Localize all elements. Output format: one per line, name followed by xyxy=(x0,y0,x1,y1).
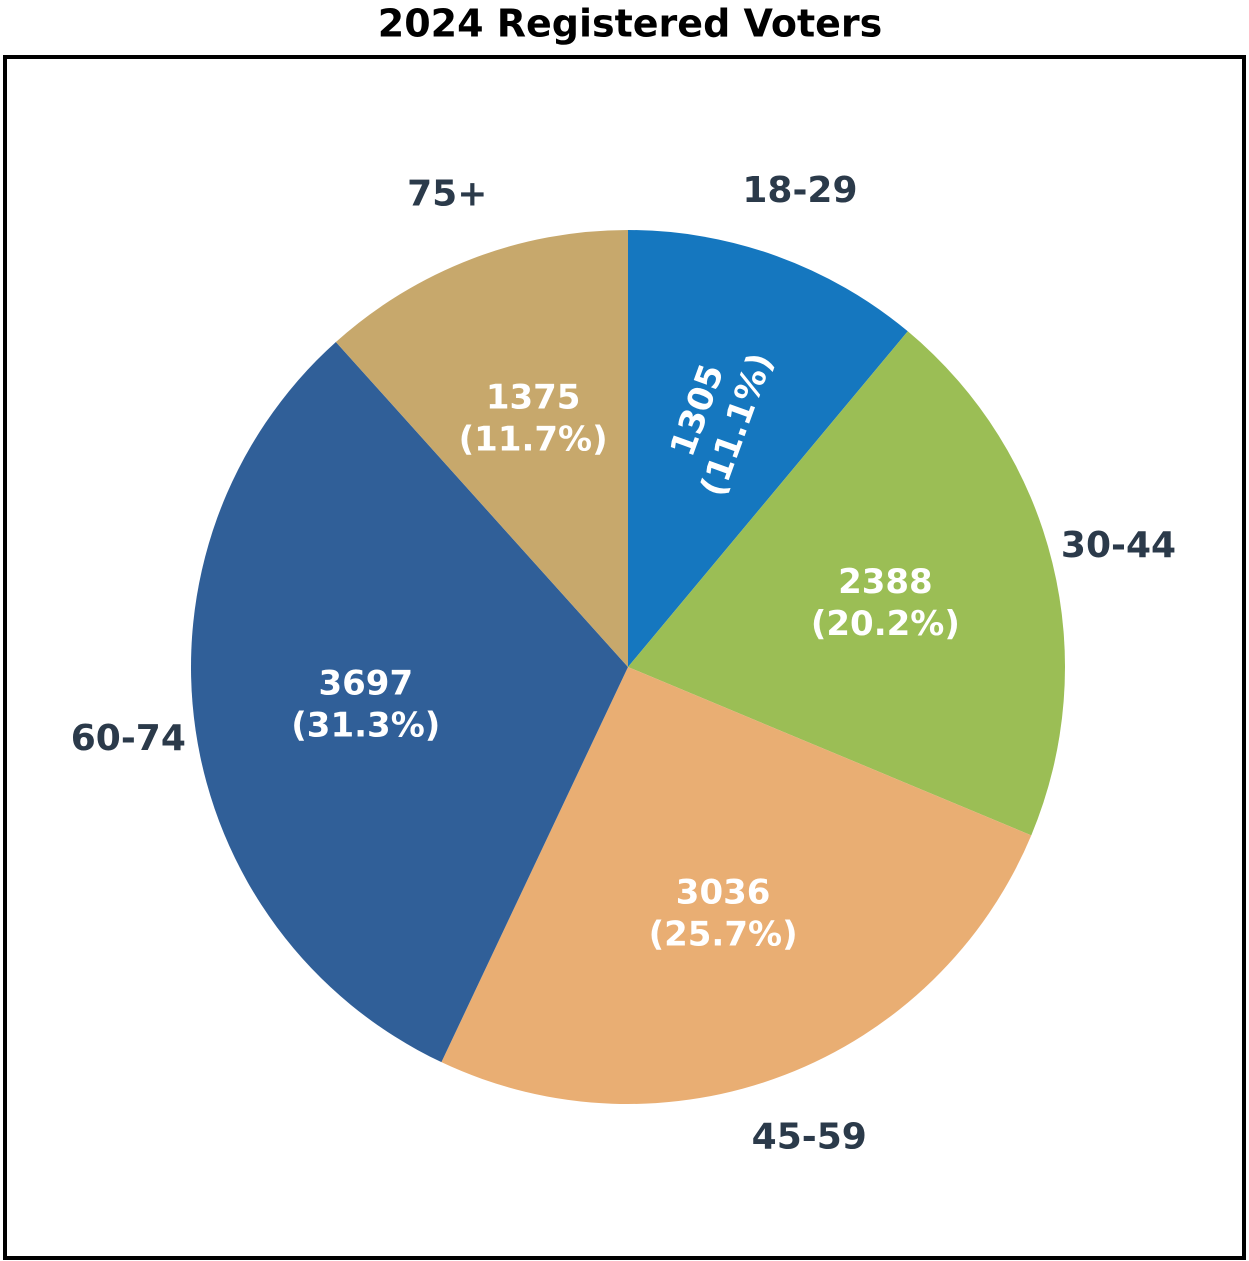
pie-slice xyxy=(628,230,908,667)
chart-title: 2024 Registered Voters xyxy=(378,2,882,46)
pie-slice xyxy=(441,667,1032,1104)
category-label: 30-44 xyxy=(1061,525,1176,566)
value-label: 2388 (20.2%) xyxy=(811,561,960,643)
category-label: 60-74 xyxy=(71,718,186,759)
category-label: 45-59 xyxy=(752,1116,867,1157)
pie-slice xyxy=(628,331,1065,836)
category-label: 75+ xyxy=(407,173,487,214)
pie-slice xyxy=(190,341,628,1063)
category-label: 18-29 xyxy=(742,170,857,211)
value-label: 1375 (11.7%) xyxy=(459,377,608,459)
pie-slice xyxy=(335,230,628,667)
chart-frame xyxy=(3,55,1246,1260)
value-label: 3036 (25.7%) xyxy=(649,872,798,954)
value-label: 3697 (31.3%) xyxy=(291,663,440,745)
